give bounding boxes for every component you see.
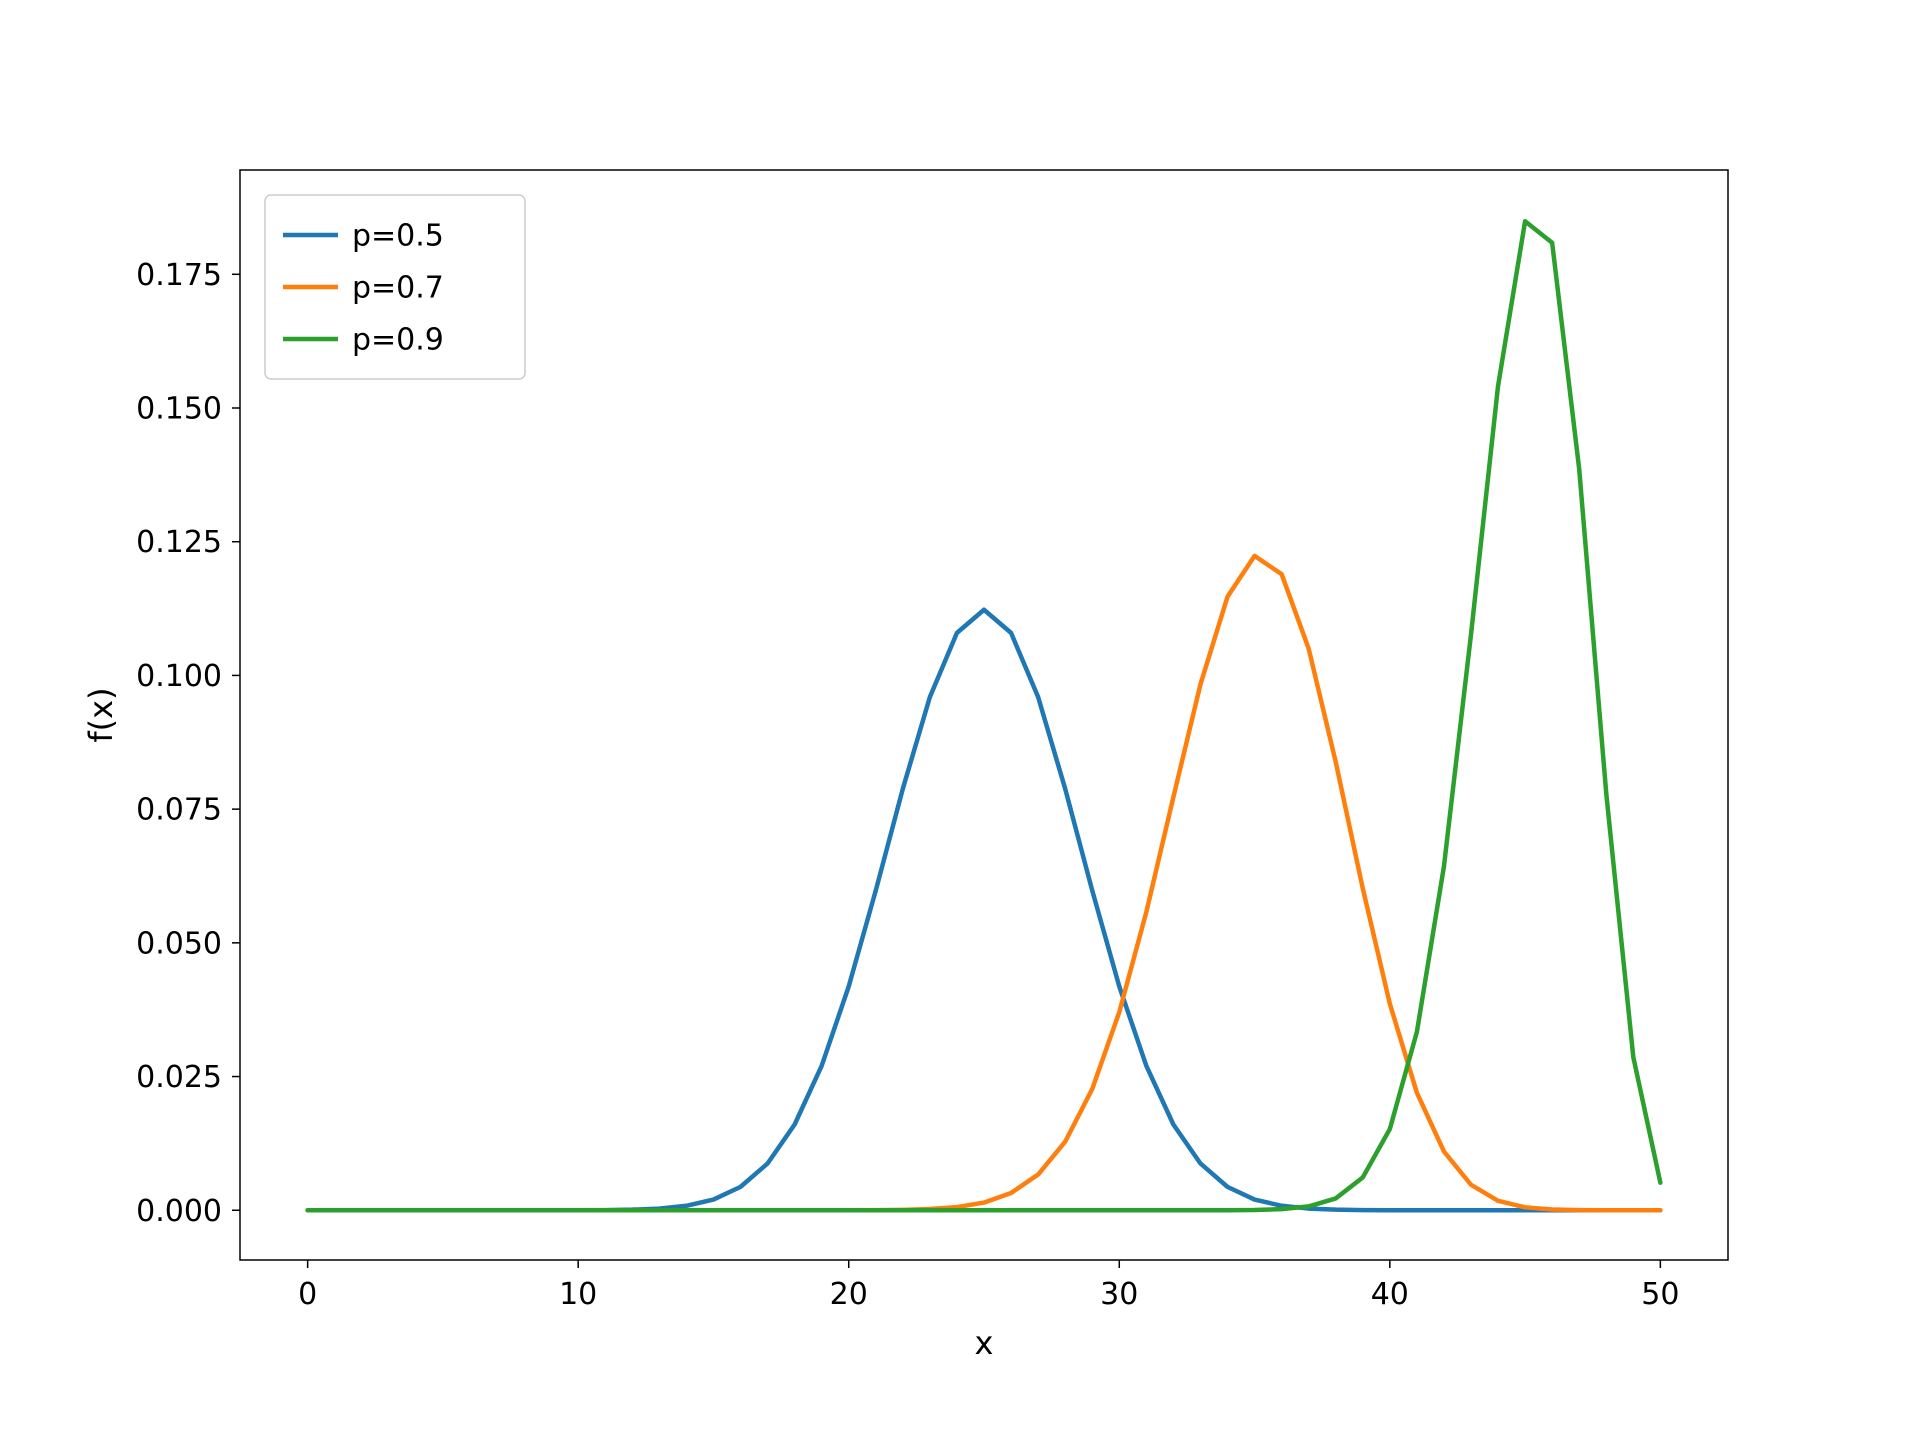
y-tick-label: 0.175 bbox=[136, 258, 222, 293]
legend-label-1: p=0.7 bbox=[352, 271, 444, 306]
y-axis-label: f(x) bbox=[82, 687, 120, 742]
y-tick-label: 0.025 bbox=[136, 1060, 222, 1095]
y-tick-label: 0.000 bbox=[136, 1194, 222, 1229]
x-tick-label: 40 bbox=[1371, 1277, 1409, 1312]
y-tick-label: 0.150 bbox=[136, 392, 222, 427]
chart-container: 0 10 20 30 40 50 x 0.000 0.025 0.050 0.075 0.100 0.1… bbox=[0, 0, 1920, 1440]
y-tick-label: 0.125 bbox=[136, 525, 222, 560]
y-tick-label: 0.075 bbox=[136, 793, 222, 828]
x-tick-label: 0 bbox=[298, 1277, 317, 1312]
line-chart: 0 10 20 30 40 50 x 0.000 0.025 0.050 0.075 0.100 0.1… bbox=[0, 0, 1920, 1440]
x-tick-label: 50 bbox=[1641, 1277, 1679, 1312]
x-tick-label: 20 bbox=[830, 1277, 868, 1312]
legend-label-0: p=0.5 bbox=[352, 219, 444, 254]
x-tick-label: 30 bbox=[1100, 1277, 1138, 1312]
legend-label-2: p=0.9 bbox=[352, 323, 444, 358]
x-axis-label: x bbox=[975, 1324, 994, 1362]
y-tick-label: 0.100 bbox=[136, 659, 222, 694]
x-tick-label: 10 bbox=[559, 1277, 597, 1312]
y-tick-label: 0.050 bbox=[136, 926, 222, 961]
